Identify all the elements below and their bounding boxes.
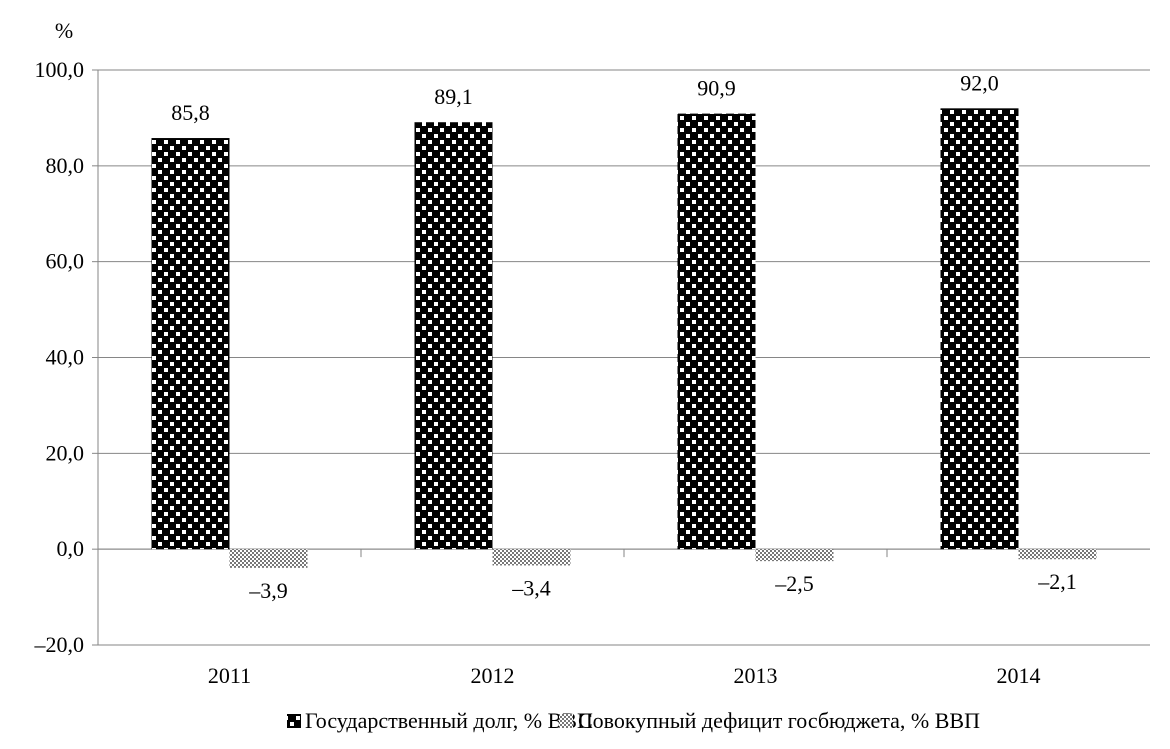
x-category-label: 2014 (997, 663, 1041, 688)
y-tick-label: 80,0 (46, 153, 85, 178)
y-tick-label: 60,0 (46, 249, 85, 274)
bar-debt (940, 108, 1019, 550)
bar-deficit (492, 549, 571, 566)
x-category-label: 2013 (734, 663, 778, 688)
y-tick-label: 0,0 (57, 536, 85, 561)
y-tick-label: 100,0 (35, 57, 85, 82)
data-label-debt: 92,0 (960, 70, 999, 95)
bar-deficit (229, 549, 308, 568)
y-tick-label: 40,0 (46, 345, 85, 370)
data-label-deficit: –3,4 (511, 575, 551, 600)
bar-deficit (1018, 549, 1097, 560)
data-label-debt: 89,1 (434, 84, 473, 109)
legend-label-deficit: Совокупный дефицит госбюджета, % ВВП (578, 708, 980, 733)
legend-swatch-deficit (559, 714, 573, 728)
x-category-label: 2012 (471, 663, 515, 688)
data-label-debt: 90,9 (697, 76, 736, 101)
data-labels: 85,8 –3,9 89,1 –3,4 90,9 –2,5 92,0 –2,1 (171, 70, 1077, 603)
data-label-deficit: –3,9 (248, 578, 288, 603)
data-label-deficit: –2,5 (774, 571, 814, 596)
legend: Государственный долг, % ВВП Совокупный д… (287, 708, 980, 733)
legend-swatch-debt (287, 714, 301, 728)
y-unit-label: % (55, 18, 73, 43)
bar-debt (677, 113, 756, 550)
bar-deficit (755, 549, 834, 562)
bar-debt (151, 138, 230, 550)
x-category-label: 2011 (208, 663, 251, 688)
legend-label-debt: Государственный долг, % ВВП (305, 708, 593, 733)
y-axis-ticks: –20,0 0,0 20,0 40,0 60,0 80,0 100,0 (34, 57, 98, 657)
bar-debt (414, 122, 493, 550)
y-tick-label: 20,0 (46, 440, 85, 465)
bars (151, 108, 1097, 568)
data-label-debt: 85,8 (171, 100, 210, 125)
y-tick-label: –20,0 (34, 632, 85, 657)
x-axis-categories: 2011 2012 2013 2014 (208, 663, 1041, 688)
data-label-deficit: –2,1 (1037, 569, 1077, 594)
